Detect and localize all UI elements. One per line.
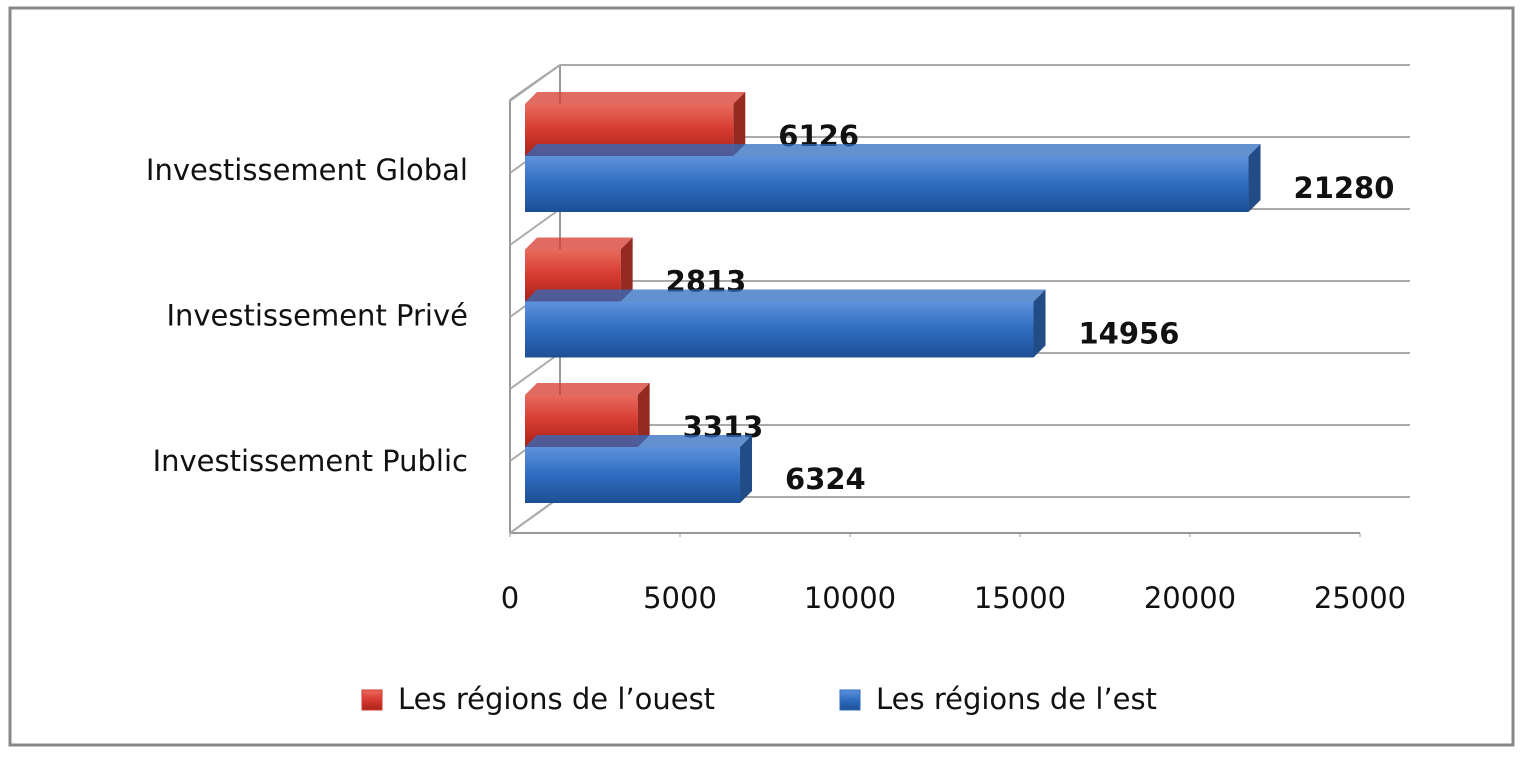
bar-cap [620, 237, 633, 302]
bar-group [525, 435, 753, 503]
bar-cap [637, 383, 650, 447]
x-tick-label: 0 [501, 581, 519, 615]
wall-line-side [509, 352, 561, 390]
bar-cap [740, 435, 753, 503]
legend-swatch [361, 689, 383, 711]
data-label: 6324 [785, 462, 866, 496]
x-tick-label: 5000 [643, 581, 717, 615]
bar-cap [1248, 144, 1261, 212]
category-label: Investissement Privé [166, 299, 468, 333]
data-label: 14956 [1079, 317, 1180, 351]
chart-border [8, 6, 1515, 747]
bar-group [525, 144, 1261, 212]
bar-top [525, 435, 753, 447]
bar-cap [1033, 289, 1046, 358]
x-tick-label: 10000 [804, 581, 896, 615]
category-label: Investissement Public [153, 444, 468, 478]
bar [525, 447, 741, 503]
wall-line-side [509, 64, 561, 102]
bar-top [525, 289, 1046, 302]
bar-top [525, 144, 1261, 156]
x-tick-label: 20000 [1144, 581, 1236, 615]
legend-label: Les régions de l’ouest [398, 682, 715, 716]
bar-cap [733, 92, 746, 156]
bar [525, 301, 1034, 358]
legend-label: Les régions de l’est [876, 682, 1157, 716]
legend-swatch [839, 689, 861, 711]
x-tick-label: 15000 [974, 581, 1066, 615]
data-label: 21280 [1294, 171, 1395, 205]
bar-top [525, 92, 746, 104]
bar-top [525, 237, 633, 250]
x-tick-label: 25000 [1314, 581, 1406, 615]
bar [525, 156, 1249, 212]
bar-group [525, 289, 1046, 358]
category-label: Investissement Global [146, 153, 468, 187]
bar-top [525, 383, 650, 395]
wall-line-side [509, 208, 561, 246]
